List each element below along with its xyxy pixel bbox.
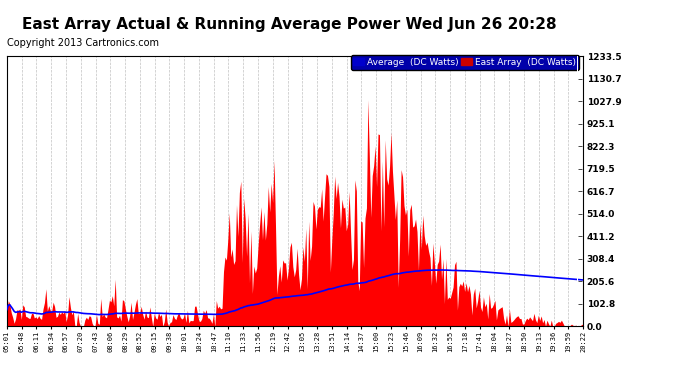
Text: Copyright 2013 Cartronics.com: Copyright 2013 Cartronics.com <box>7 38 159 48</box>
Text: East Array Actual & Running Average Power Wed Jun 26 20:28: East Array Actual & Running Average Powe… <box>23 17 557 32</box>
Legend: Average  (DC Watts), East Array  (DC Watts): Average (DC Watts), East Array (DC Watts… <box>351 56 578 70</box>
